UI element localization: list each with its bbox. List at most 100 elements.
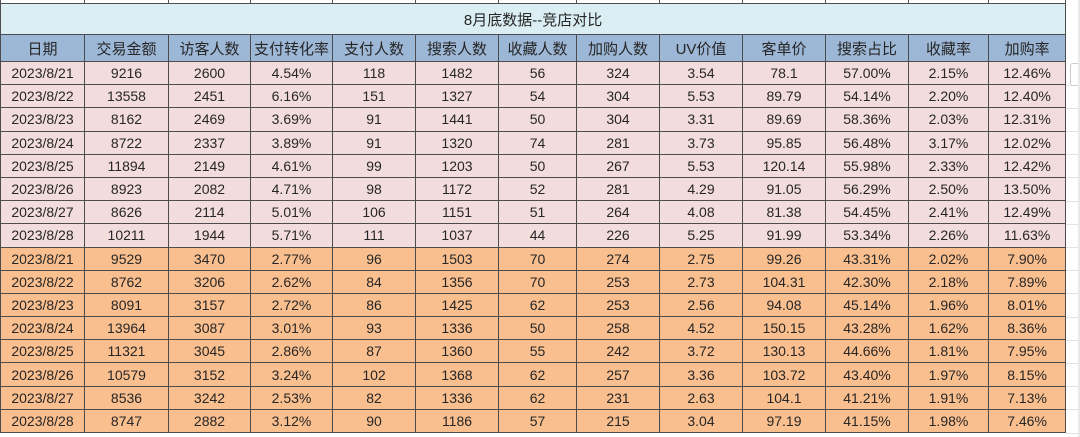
value-cell[interactable]: 58.36% — [825, 107, 909, 132]
column-header[interactable]: 支付转化率 — [250, 34, 333, 62]
date-cell[interactable]: 2023/8/26 — [0, 362, 85, 387]
value-cell[interactable]: 2.15% — [908, 60, 989, 86]
value-cell[interactable]: 7.46% — [987, 408, 1067, 434]
value-cell[interactable]: 3.73 — [659, 130, 743, 155]
value-cell[interactable]: 56.48% — [825, 130, 909, 155]
value-cell[interactable]: 45.14% — [825, 292, 909, 318]
value-cell[interactable]: 2.53% — [250, 385, 333, 410]
value-cell[interactable]: 1.62% — [908, 316, 989, 341]
value-cell[interactable]: 102 — [332, 362, 416, 387]
value-cell[interactable]: 89.69 — [742, 107, 826, 132]
value-cell[interactable]: 74 — [498, 130, 577, 155]
value-cell[interactable]: 231 — [576, 385, 660, 410]
value-cell[interactable]: 53.34% — [825, 223, 909, 248]
value-cell[interactable]: 3206 — [168, 269, 251, 294]
value-cell[interactable]: 1336 — [415, 316, 499, 341]
value-cell[interactable]: 5.53 — [659, 153, 743, 178]
value-cell[interactable]: 97.19 — [742, 408, 826, 434]
date-cell[interactable]: 2023/8/22 — [0, 269, 85, 294]
value-cell[interactable]: 91.05 — [742, 176, 826, 202]
value-cell[interactable]: 13964 — [84, 316, 169, 341]
value-cell[interactable]: 96 — [332, 246, 416, 271]
value-cell[interactable]: 10211 — [84, 223, 169, 248]
value-cell[interactable]: 1368 — [415, 362, 499, 387]
date-cell[interactable]: 2023/8/27 — [0, 200, 85, 225]
value-cell[interactable]: 2.20% — [908, 84, 989, 109]
column-header[interactable]: 收藏人数 — [498, 34, 577, 62]
value-cell[interactable]: 62 — [498, 362, 577, 387]
value-cell[interactable]: 104.31 — [742, 269, 826, 294]
value-cell[interactable]: 215 — [576, 408, 660, 434]
value-cell[interactable]: 54 — [498, 84, 577, 109]
value-cell[interactable]: 3.17% — [908, 130, 989, 155]
value-cell[interactable]: 7.89% — [987, 269, 1067, 294]
date-cell[interactable]: 2023/8/23 — [0, 107, 85, 132]
value-cell[interactable]: 8722 — [84, 130, 169, 155]
value-cell[interactable]: 4.08 — [659, 200, 743, 225]
value-cell[interactable]: 8762 — [84, 269, 169, 294]
value-cell[interactable]: 5.71% — [250, 223, 333, 248]
value-cell[interactable]: 1172 — [415, 176, 499, 202]
value-cell[interactable]: 264 — [576, 200, 660, 225]
value-cell[interactable]: 2.56 — [659, 292, 743, 318]
column-header[interactable]: 搜索人数 — [415, 34, 499, 62]
value-cell[interactable]: 3157 — [168, 292, 251, 318]
date-cell[interactable]: 2023/8/22 — [0, 84, 85, 109]
column-header[interactable]: 交易金额 — [84, 34, 169, 62]
value-cell[interactable]: 2149 — [168, 153, 251, 178]
value-cell[interactable]: 55.98% — [825, 153, 909, 178]
value-cell[interactable]: 2.18% — [908, 269, 989, 294]
value-cell[interactable]: 50 — [498, 316, 577, 341]
value-cell[interactable]: 44.66% — [825, 339, 909, 364]
value-cell[interactable]: 104.1 — [742, 385, 826, 410]
date-cell[interactable]: 2023/8/28 — [0, 223, 85, 248]
value-cell[interactable]: 2.75 — [659, 246, 743, 271]
value-cell[interactable]: 7.13% — [987, 385, 1067, 410]
value-cell[interactable]: 51 — [498, 200, 577, 225]
value-cell[interactable]: 12.40% — [987, 84, 1067, 109]
value-cell[interactable]: 130.13 — [742, 339, 826, 364]
value-cell[interactable]: 70 — [498, 246, 577, 271]
value-cell[interactable]: 2469 — [168, 107, 251, 132]
value-cell[interactable]: 10579 — [84, 362, 169, 387]
value-cell[interactable]: 1037 — [415, 223, 499, 248]
value-cell[interactable]: 1.97% — [908, 362, 989, 387]
value-cell[interactable]: 11.63% — [987, 223, 1067, 248]
value-cell[interactable]: 3.54 — [659, 60, 743, 86]
date-cell[interactable]: 2023/8/21 — [0, 60, 85, 86]
value-cell[interactable]: 3.72 — [659, 339, 743, 364]
value-cell[interactable]: 6.16% — [250, 84, 333, 109]
value-cell[interactable]: 43.28% — [825, 316, 909, 341]
value-cell[interactable]: 82 — [332, 385, 416, 410]
value-cell[interactable]: 8626 — [84, 200, 169, 225]
value-cell[interactable]: 57 — [498, 408, 577, 434]
value-cell[interactable]: 324 — [576, 60, 660, 86]
date-cell[interactable]: 2023/8/21 — [0, 246, 85, 271]
value-cell[interactable]: 12.02% — [987, 130, 1067, 155]
value-cell[interactable]: 151 — [332, 84, 416, 109]
value-cell[interactable]: 1944 — [168, 223, 251, 248]
value-cell[interactable]: 8.01% — [987, 292, 1067, 318]
value-cell[interactable]: 8.36% — [987, 316, 1067, 341]
value-cell[interactable]: 2882 — [168, 408, 251, 434]
value-cell[interactable]: 281 — [576, 130, 660, 155]
value-cell[interactable]: 1.98% — [908, 408, 989, 434]
value-cell[interactable]: 2.33% — [908, 153, 989, 178]
value-cell[interactable]: 7.90% — [987, 246, 1067, 271]
value-cell[interactable]: 5.25 — [659, 223, 743, 248]
value-cell[interactable]: 93 — [332, 316, 416, 341]
value-cell[interactable]: 7.95% — [987, 339, 1067, 364]
date-cell[interactable]: 2023/8/27 — [0, 385, 85, 410]
column-header[interactable]: 客单价 — [742, 34, 826, 62]
value-cell[interactable]: 1327 — [415, 84, 499, 109]
value-cell[interactable]: 1320 — [415, 130, 499, 155]
value-cell[interactable]: 1336 — [415, 385, 499, 410]
value-cell[interactable]: 226 — [576, 223, 660, 248]
value-cell[interactable]: 3.24% — [250, 362, 333, 387]
value-cell[interactable]: 8923 — [84, 176, 169, 202]
value-cell[interactable]: 8162 — [84, 107, 169, 132]
value-cell[interactable]: 5.01% — [250, 200, 333, 225]
value-cell[interactable]: 2.73 — [659, 269, 743, 294]
value-cell[interactable]: 57.00% — [825, 60, 909, 86]
value-cell[interactable]: 99.26 — [742, 246, 826, 271]
